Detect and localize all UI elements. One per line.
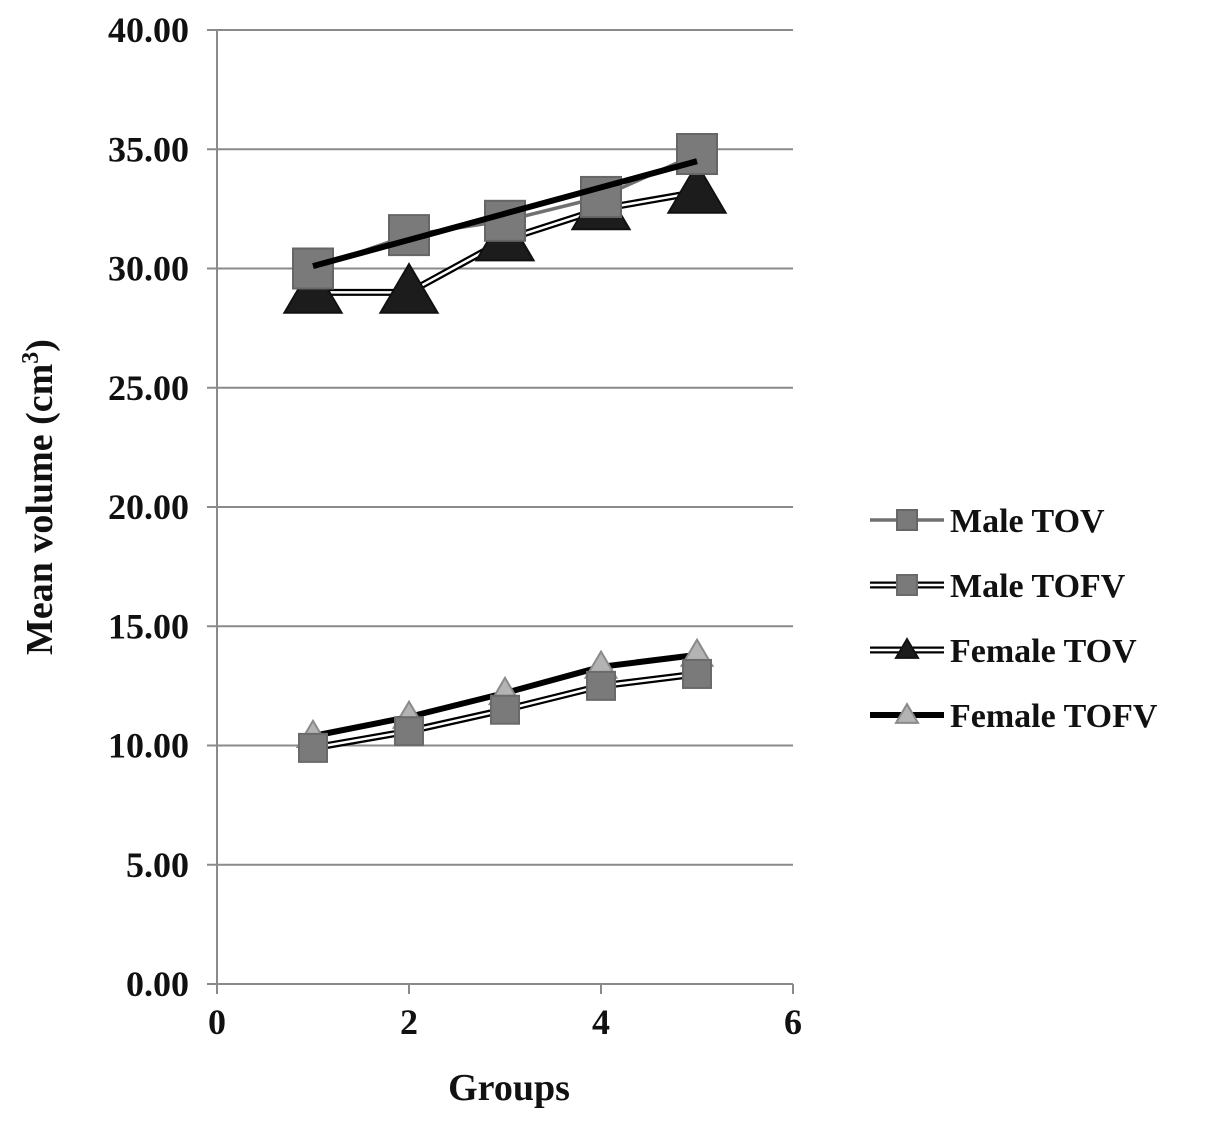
- legend-label-male-tofv: Male TOFV: [950, 568, 1126, 605]
- y-tick-label: 0.00: [126, 964, 189, 1004]
- y-tick-label: 40.00: [108, 10, 189, 50]
- plot-area: [282, 133, 728, 763]
- legend-label-male-tov: Male TOV: [950, 503, 1105, 540]
- data-point-male-tofv: [490, 694, 520, 725]
- y-tick-label: 20.00: [108, 487, 189, 527]
- x-tick-label: 0: [208, 1002, 226, 1042]
- series-male-tofv: [298, 658, 712, 763]
- legend-item-male-tov: Male TOV: [870, 503, 1105, 540]
- x-tick-label: 2: [400, 1002, 418, 1042]
- trend-line: [312, 158, 698, 269]
- x-tick-label: 4: [592, 1002, 610, 1042]
- data-point-male-tofv: [586, 670, 616, 701]
- data-point-male-tov: [388, 214, 430, 257]
- y-tick-label: 30.00: [108, 249, 189, 289]
- legend-marker-female-tofv: [894, 702, 920, 724]
- y-tick-labels: 0.00 5.00 10.00 15.00 20.00 25.00 30.00 35.00 40…: [108, 10, 189, 1004]
- data-point-male-tofv: [682, 658, 712, 689]
- y-axis-title: Mean volume (cm3): [18, 339, 61, 655]
- legend-label-female-tov: Female TOV: [950, 633, 1137, 670]
- data-point-male-tofv: [394, 716, 424, 747]
- legend: Male TOV Male TOFV Female TOV Female TOFV: [870, 503, 1158, 735]
- legend-marker-male-tov: [896, 509, 918, 531]
- y-axis-title-main: Mean volume (cm: [19, 364, 61, 655]
- y-tick-label: 10.00: [108, 726, 189, 766]
- legend-marker-female-tov: [894, 637, 920, 659]
- legend-marker-male-tofv: [896, 574, 918, 596]
- legend-item-female-tofv: Female TOFV: [870, 698, 1158, 735]
- legend-item-male-tofv: Male TOFV: [870, 568, 1126, 605]
- data-point-female-tov: [378, 262, 440, 314]
- x-tick-label: 6: [784, 1002, 802, 1042]
- data-point-male-tov: [292, 247, 334, 290]
- y-tick-label: 15.00: [108, 606, 189, 646]
- legend-item-female-tov: Female TOV: [870, 633, 1137, 670]
- y-axis-title-superscript: 3: [18, 352, 44, 364]
- x-tick-labels: 0 2 4 6: [208, 1002, 802, 1042]
- series-female-tofv: [295, 637, 715, 748]
- data-point-female-tov: [666, 162, 728, 214]
- y-tick-label: 25.00: [108, 368, 189, 408]
- y-tick-label: 35.00: [108, 129, 189, 169]
- x-axis-title: Groups: [448, 1067, 570, 1109]
- y-tick-label: 5.00: [126, 845, 189, 885]
- y-axis-title-close: ): [19, 339, 61, 352]
- legend-label-female-tofv: Female TOFV: [950, 698, 1158, 735]
- data-point-male-tofv: [298, 732, 328, 763]
- axes: [207, 29, 794, 994]
